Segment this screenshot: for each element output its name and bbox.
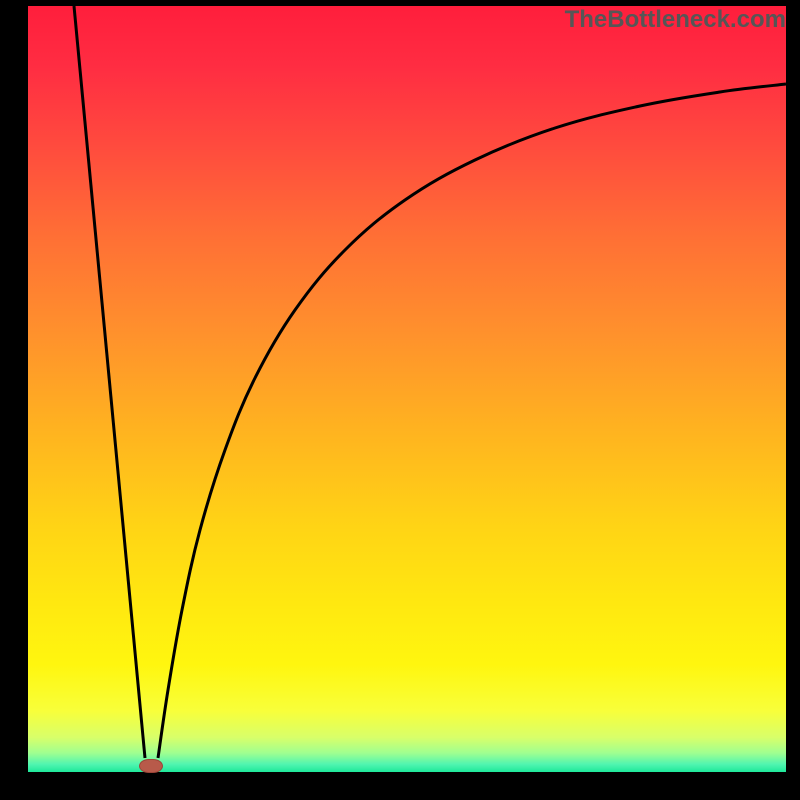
optimal-point-marker bbox=[139, 759, 163, 773]
curve-right-segment bbox=[158, 84, 786, 758]
bottleneck-curve bbox=[28, 6, 786, 772]
watermark-text: TheBottleneck.com bbox=[565, 6, 786, 34]
curve-left-segment bbox=[74, 6, 145, 758]
chart-plot-area bbox=[28, 6, 786, 772]
